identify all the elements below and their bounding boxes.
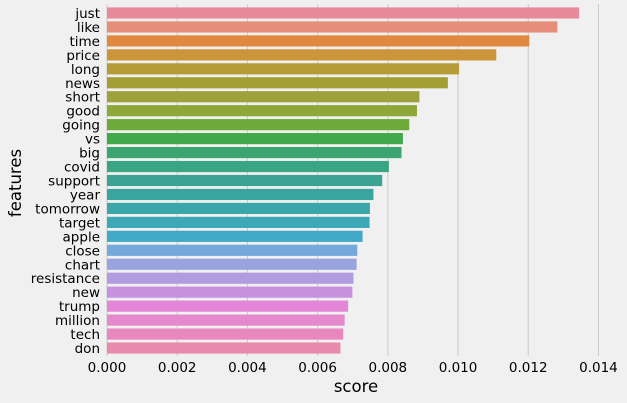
bar-tomorrow xyxy=(107,202,370,215)
bar-long xyxy=(107,63,460,75)
y-tick-label-like: like xyxy=(77,20,100,36)
bar-million xyxy=(107,314,345,326)
x-tick-label: 0.006 xyxy=(298,360,337,376)
x-tick-label: 0.000 xyxy=(88,360,127,376)
y-tick-label-trump: trump xyxy=(59,299,100,315)
bar-chart xyxy=(107,258,357,270)
bar-covid xyxy=(107,160,389,173)
bar-short xyxy=(107,91,420,103)
y-tick-label-going: going xyxy=(62,118,100,134)
x-tick-label: 0.010 xyxy=(439,360,478,376)
bar-news xyxy=(107,77,448,89)
x-tick-label: 0.004 xyxy=(228,360,267,376)
y-tick-label-good: good xyxy=(66,104,100,120)
y-tick-label-close: close xyxy=(65,243,100,259)
y-axis-label: features xyxy=(6,149,25,217)
y-tick-label-big: big xyxy=(79,146,100,162)
x-tick-label: 0.012 xyxy=(509,360,548,376)
x-tick-label: 0.002 xyxy=(158,360,197,376)
y-tick-label-time: time xyxy=(69,34,100,50)
y-tick-label-target: target xyxy=(59,215,100,231)
bar-support xyxy=(107,174,383,187)
bar-vs xyxy=(107,133,403,145)
bar-going xyxy=(107,119,410,131)
y-tick-label-apple: apple xyxy=(63,229,100,245)
y-tick-label-news: news xyxy=(65,76,100,92)
bar-tech xyxy=(107,328,344,340)
y-tick-label-resistance: resistance xyxy=(31,271,100,287)
bar-like xyxy=(107,21,558,33)
bar-apple xyxy=(107,230,363,242)
bars xyxy=(107,7,580,354)
bar-price xyxy=(107,49,497,61)
bar-just xyxy=(107,7,580,19)
y-tick-label-covid: covid xyxy=(64,160,100,176)
x-tick-labels: 0.000 0.002 0.004 0.006 0.008 0.010 0.012 0.014 xyxy=(88,360,618,376)
y-tick-label-vs: vs xyxy=(85,132,100,148)
y-tick-label-year: year xyxy=(70,187,101,203)
y-tick-label-tomorrow: tomorrow xyxy=(35,201,100,217)
y-tick-label-price: price xyxy=(66,48,100,64)
y-tick-labels: justliketimepricelongnewsshortgoodgoingv… xyxy=(31,6,101,357)
y-tick-label-tech: tech xyxy=(70,327,100,343)
x-axis-label: score xyxy=(334,377,378,396)
bar-good xyxy=(107,105,417,117)
y-tick-label-just: just xyxy=(74,6,100,22)
bar-time xyxy=(107,35,530,47)
bar-close xyxy=(107,244,358,256)
y-tick-label-don: don xyxy=(75,341,100,357)
bar-year xyxy=(107,188,374,201)
y-tick-label-support: support xyxy=(48,174,100,190)
bar-big xyxy=(107,146,402,159)
y-tick-label-short: short xyxy=(65,90,100,106)
y-tick-label-million: million xyxy=(55,313,100,329)
y-tick-label-chart: chart xyxy=(65,257,100,273)
y-tick-label-long: long xyxy=(71,62,100,78)
bar-new xyxy=(107,286,353,298)
x-tick-label: 0.014 xyxy=(579,360,618,376)
y-tick-label-new: new xyxy=(72,285,100,301)
bar-don xyxy=(107,342,341,354)
x-tick-label: 0.008 xyxy=(368,360,407,376)
bar-trump xyxy=(107,300,349,312)
bar-target xyxy=(107,216,370,228)
bar-resistance xyxy=(107,272,354,284)
